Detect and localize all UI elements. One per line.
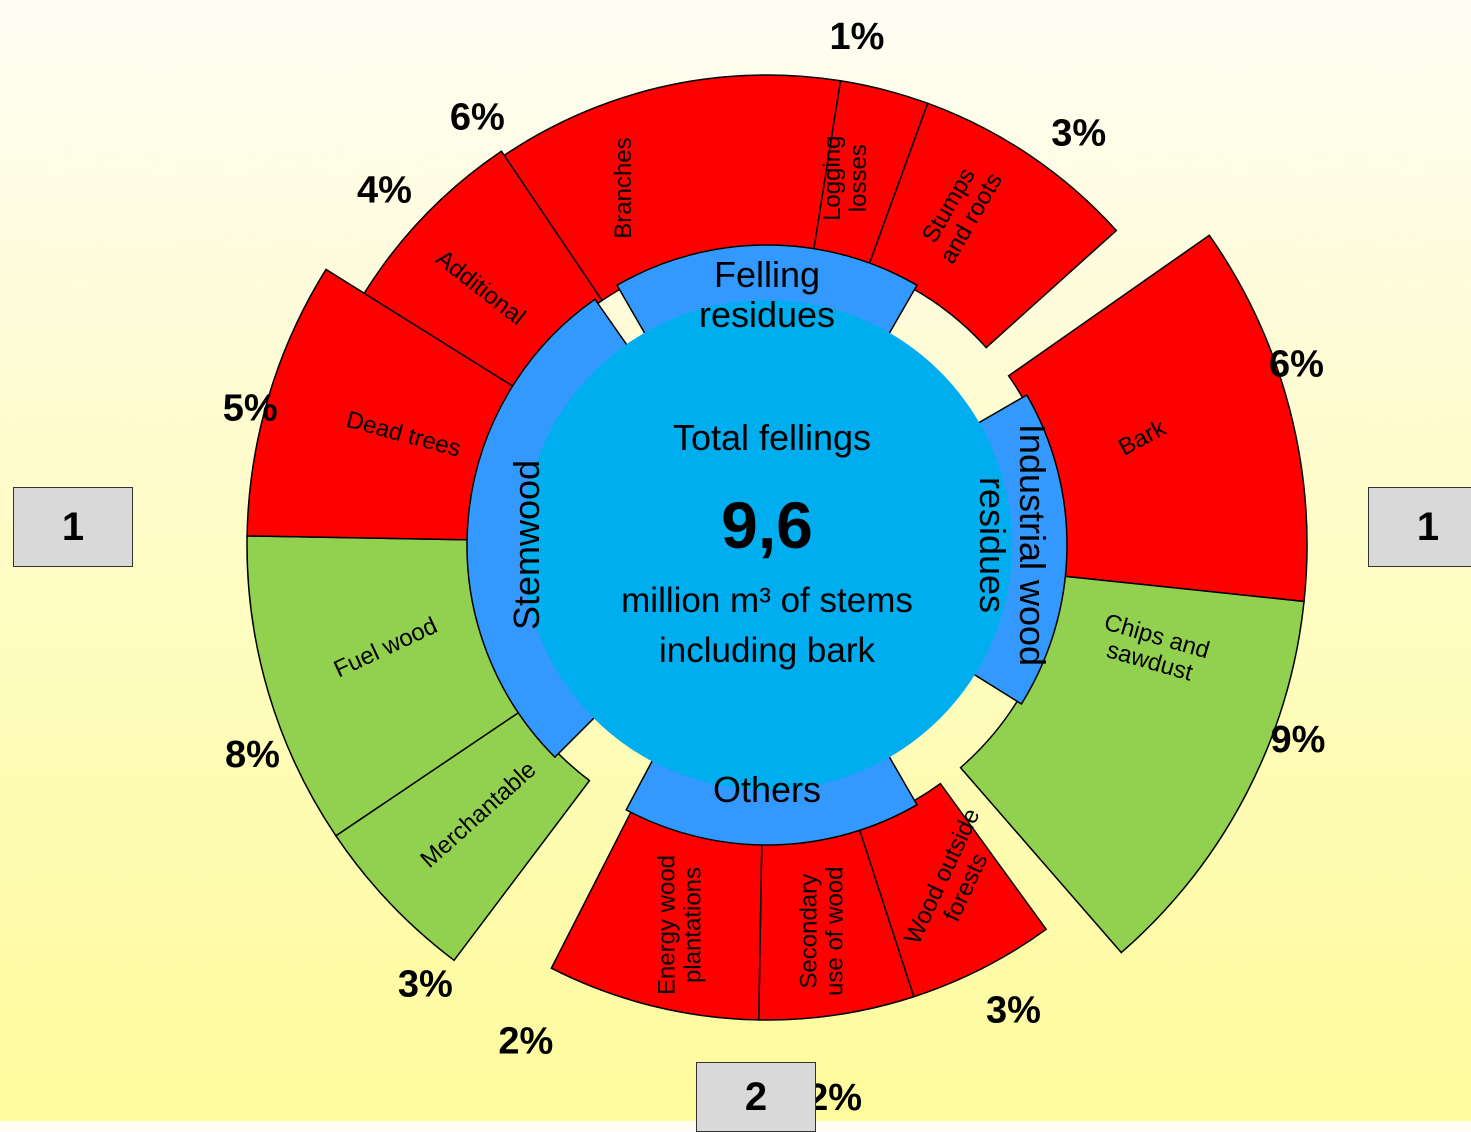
group-label-industrial: Industrial woodresidues bbox=[972, 424, 1053, 666]
percent-label: 4% bbox=[357, 169, 412, 211]
segment-label: Branches bbox=[610, 137, 637, 238]
percent-label: 3% bbox=[398, 963, 453, 1005]
segment-label-line: use of wood bbox=[821, 866, 848, 995]
group-label-stemwood: Stemwood bbox=[506, 460, 547, 630]
segment-label-line: plantations bbox=[679, 867, 706, 983]
segment-label-line: losses bbox=[845, 144, 872, 212]
group-label-line: Felling bbox=[714, 254, 820, 295]
percent-label: 2% bbox=[498, 1020, 553, 1062]
percent-label: 8% bbox=[225, 734, 280, 776]
percent-label: 1% bbox=[829, 16, 884, 58]
segment-label: Secondaryuse of wood bbox=[795, 866, 848, 995]
percent-label: 3% bbox=[986, 990, 1041, 1032]
center-unit-line1: million m³ of stems bbox=[621, 581, 913, 620]
left-box: 1 bbox=[13, 487, 133, 567]
group-label-line: Industrial wood bbox=[1012, 424, 1053, 666]
group-label-line: residues bbox=[699, 294, 835, 335]
center-value: 9,6 bbox=[721, 488, 813, 562]
percent-label: 2% bbox=[807, 1077, 862, 1119]
group-label-others: Others bbox=[713, 769, 821, 810]
percentage-labels: 6% 1% 3% 6% 9% 3% 2% 2% 3% 8% 5% 4% bbox=[223, 16, 1326, 1119]
center-title: Total fellings bbox=[673, 417, 871, 458]
right-box: 1 bbox=[1368, 487, 1471, 567]
segment-label-line: Secondary bbox=[795, 874, 822, 989]
percent-label: 5% bbox=[223, 388, 278, 430]
center-unit-line2: including bark bbox=[659, 631, 875, 670]
percent-label: 6% bbox=[450, 97, 505, 139]
center-text: Total fellings 9,6 million m³ of stems i… bbox=[621, 417, 913, 670]
bottom-box: 2 bbox=[696, 1062, 816, 1132]
segment-label-line: Logging bbox=[819, 135, 846, 220]
percent-label: 6% bbox=[1269, 344, 1324, 386]
group-label-line: Others bbox=[713, 769, 821, 810]
group-label-line: Stemwood bbox=[506, 460, 547, 630]
center-disc bbox=[522, 300, 1012, 790]
segment-label-line: Branches bbox=[610, 137, 637, 238]
group-label-line: residues bbox=[972, 477, 1013, 613]
segment-label: Logginglosses bbox=[819, 135, 872, 220]
percent-label: 3% bbox=[1051, 112, 1106, 154]
group-label-felling: Felling residues bbox=[699, 254, 835, 335]
percent-label: 9% bbox=[1270, 719, 1325, 761]
segment-label-line: Energy wood bbox=[653, 855, 680, 995]
segment-label: Energy woodplantations bbox=[653, 855, 706, 995]
